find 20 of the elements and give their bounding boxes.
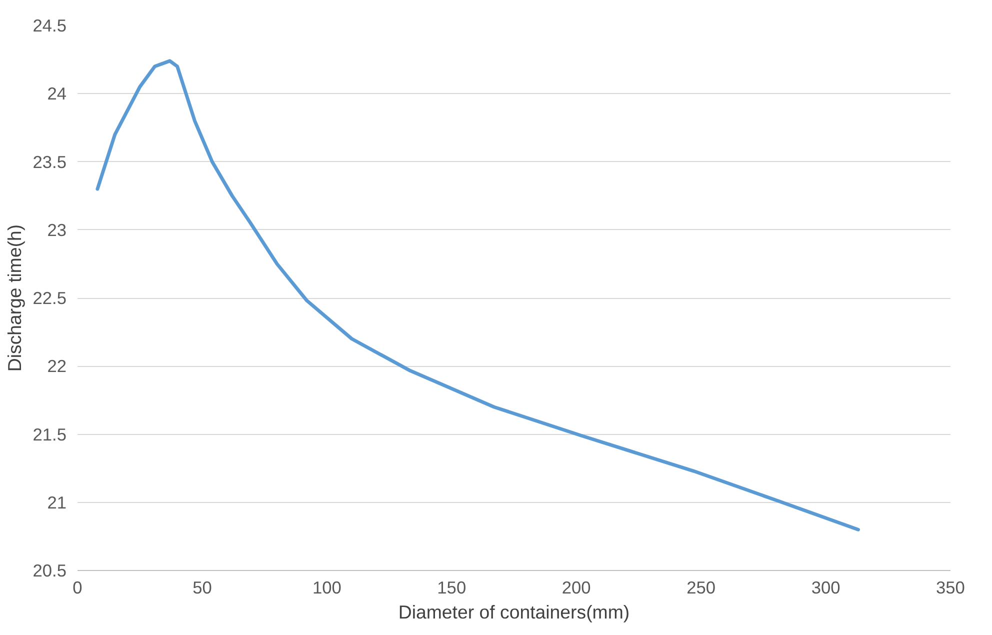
- y-tick-label: 21.5: [32, 424, 67, 444]
- x-axis-title: Diameter of containers(mm): [398, 602, 630, 622]
- x-tick-label: 50: [192, 578, 212, 598]
- y-tick-label: 24.5: [32, 16, 67, 36]
- x-tick-label: 200: [562, 578, 591, 598]
- y-axis-title: Discharge time(h): [4, 224, 25, 372]
- y-tick-label: 22.5: [32, 288, 67, 308]
- x-tick-label: 150: [437, 578, 466, 598]
- y-tick-label: 24: [47, 84, 67, 104]
- x-tick-label: 100: [312, 578, 342, 598]
- x-tick-label: 0: [72, 578, 82, 598]
- x-tick-label: 300: [811, 578, 840, 598]
- x-tick-label: 250: [686, 578, 716, 598]
- line-series: [96, 59, 860, 532]
- x-tick-label: 350: [936, 578, 965, 598]
- y-tick-label: 23: [47, 220, 67, 240]
- y-tick-label: 21: [47, 492, 67, 512]
- y-tick-label: 22: [47, 356, 67, 376]
- y-tick-label: 20.5: [32, 560, 67, 580]
- y-tick-label: 23.5: [32, 152, 67, 172]
